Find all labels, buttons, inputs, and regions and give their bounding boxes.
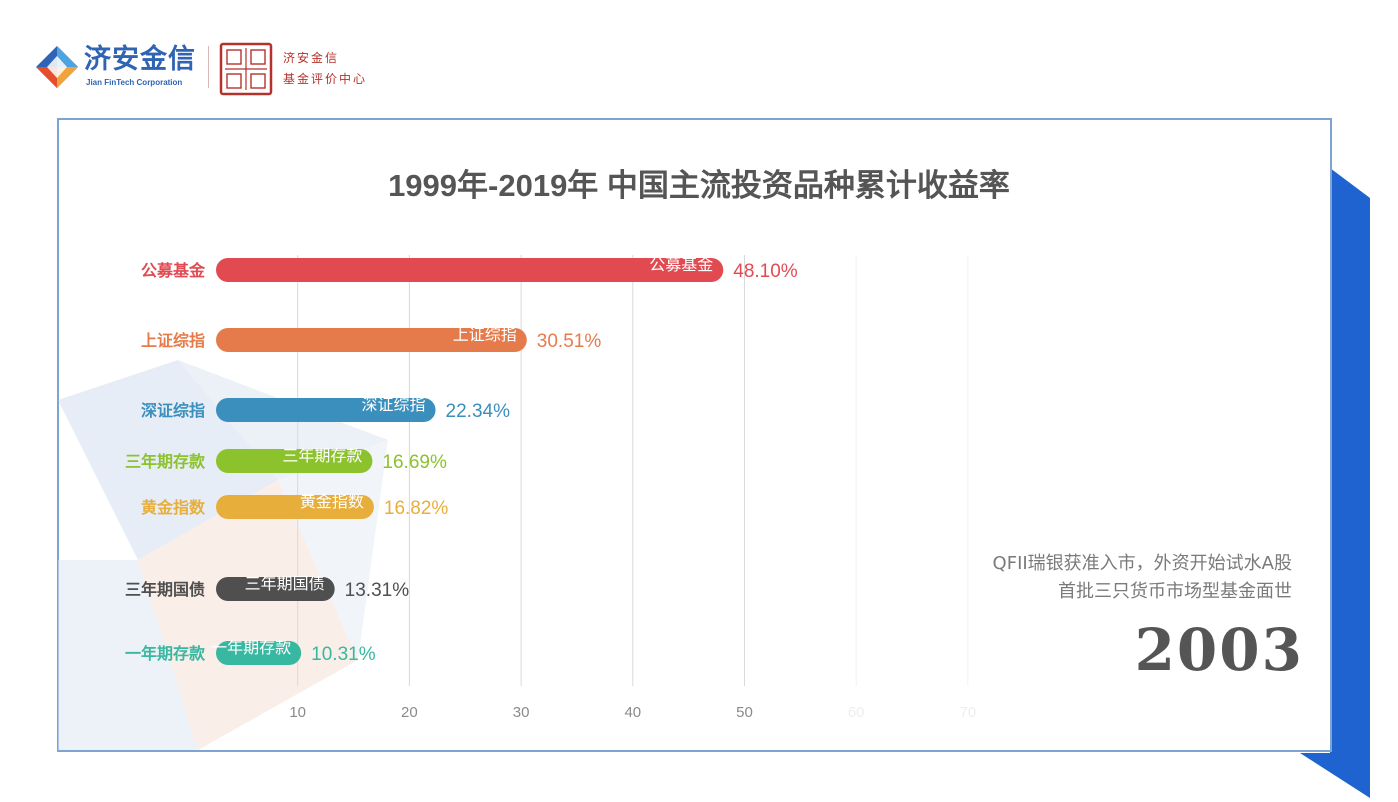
x-tick-label: 60 <box>848 704 865 721</box>
bars-layer: 公募基金 公募基金 48.10% 上证综指 上证综指 30.51% 深证综指 深证综指 22.3… <box>125 255 798 665</box>
data-label: 16.82% <box>384 498 449 519</box>
x-tick-label: 50 <box>736 704 753 721</box>
category-label: 公募基金 <box>141 261 206 280</box>
seal-caption-line1: 济安金信 <box>283 51 340 65</box>
seal-caption-line2: 基金评价中心 <box>283 72 368 86</box>
data-label: 30.51% <box>537 331 602 352</box>
bar-inner-label: 黄金指数 <box>300 492 364 511</box>
bar-inner-label: 一年期存款 <box>211 638 291 657</box>
data-label: 13.31% <box>345 580 410 601</box>
event-line-1: QFII瑞银获准入市，外资开始试水A股 <box>992 553 1292 574</box>
category-label: 三年期国债 <box>125 580 205 599</box>
bar-inner-label: 上证综指 <box>453 325 517 344</box>
data-label: 10.31% <box>311 644 376 665</box>
bar-inner-label: 三年期存款 <box>282 446 362 465</box>
seal-caption: 济安金信 基金评价中心 <box>283 48 367 90</box>
x-tick-label: 70 <box>960 704 977 721</box>
card-shadow-decoration <box>1300 168 1370 798</box>
year-label: 2003 <box>1134 616 1304 684</box>
x-tick-label: 40 <box>624 704 641 721</box>
data-label: 48.10% <box>733 261 798 282</box>
data-label: 16.69% <box>382 452 447 473</box>
logo-divider <box>208 46 209 88</box>
bar <box>216 449 373 473</box>
bar <box>216 398 436 422</box>
bar <box>216 328 527 352</box>
bar <box>216 495 374 519</box>
bar <box>216 258 724 282</box>
bar-inner-label: 深证综指 <box>362 395 426 414</box>
seal-stamp-icon <box>219 42 273 96</box>
bar-inner-label: 公募基金 <box>649 255 713 274</box>
logo-icon <box>36 46 78 88</box>
event-line-2: 首批三只货币市场型基金面世 <box>1058 581 1292 602</box>
bar-inner-label: 三年期国债 <box>245 574 325 593</box>
category-label: 黄金指数 <box>141 498 206 517</box>
x-tick-label: 10 <box>289 704 306 721</box>
x-tick-label: 30 <box>513 704 530 721</box>
bar <box>216 641 302 665</box>
event-annotation: QFII瑞银获准入市，外资开始试水A股 首批三只货币市场型基金面世 <box>880 550 1292 606</box>
category-label: 三年期存款 <box>125 452 206 471</box>
category-label: 深证综指 <box>141 401 205 420</box>
data-label: 22.34% <box>446 401 511 422</box>
category-label: 一年期存款 <box>125 644 206 663</box>
grid-layer <box>297 255 969 686</box>
x-tick-label: 20 <box>401 704 418 721</box>
bar <box>216 577 335 601</box>
x-axis-ticks: 10 20 30 40 50 60 70 <box>289 704 976 721</box>
brand-subtitle: Jian FinTech Corporation <box>86 78 183 87</box>
header: 济安金信 Jian FinTech Corporation 济安金信 基金评价中… <box>0 0 1398 112</box>
category-label: 上证综指 <box>141 331 205 350</box>
chart-title: 1999年-2019年 中国主流投资品种累计收益率 <box>388 168 1010 203</box>
brand-name: 济安金信 <box>84 44 196 75</box>
